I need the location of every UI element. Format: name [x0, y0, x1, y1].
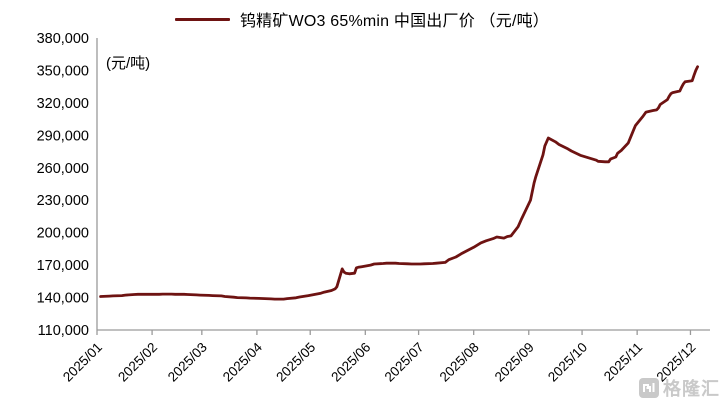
x-tick-label: 2025/05 [273, 340, 318, 385]
y-tick-label: 200,000 [37, 226, 89, 242]
x-tick-label: 2025/02 [115, 340, 160, 385]
watermark-text: 格隆汇 [663, 379, 720, 399]
y-tick-label: 140,000 [37, 291, 89, 307]
y-axis-unit-label: (元/吨) [106, 55, 151, 72]
price-series-line [99, 65, 699, 301]
watermark: 格隆汇 [638, 375, 720, 401]
x-tick-label: 2025/03 [165, 340, 210, 385]
y-tick-label: 260,000 [37, 161, 89, 177]
y-tick-label: 110,000 [38, 323, 89, 339]
y-tick-label: 170,000 [37, 258, 89, 274]
y-tick-label: 350,000 [37, 63, 89, 79]
y-tick-label: 230,000 [37, 193, 89, 209]
x-tick-label: 2025/10 [545, 340, 590, 385]
y-tick-label: 380,000 [37, 31, 89, 47]
legend-line-swatch [174, 17, 230, 21]
x-tick-label: 2025/01 [60, 340, 105, 385]
y-tick-label: 290,000 [37, 128, 89, 144]
y-tick-label: 320,000 [37, 96, 89, 112]
x-tick-label: 2025/07 [382, 340, 427, 385]
chart-legend: 钨精矿WO3 65%min 中国出厂价 （元/吨） [0, 8, 724, 30]
x-tick-label: 2025/04 [220, 339, 265, 384]
x-tick-label: 2025/06 [328, 340, 373, 385]
x-tick-label: 2025/09 [492, 340, 537, 385]
x-tick-label: 2025/08 [437, 340, 482, 385]
gelonghui-logo-icon [639, 378, 659, 398]
legend-label: 钨精矿WO3 65%min 中国出厂价 （元/吨） [239, 13, 550, 30]
